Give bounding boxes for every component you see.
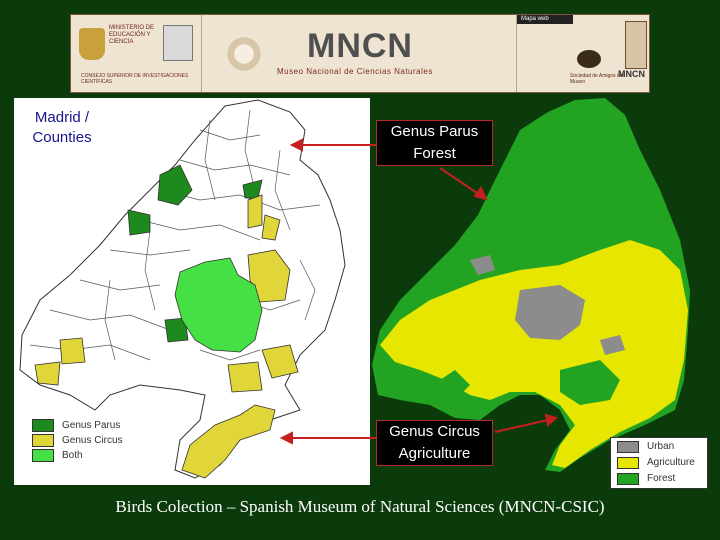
csic-seal-icon [163,25,193,61]
parus-title: Genus Parus [390,123,479,140]
legend-item: Urban [617,439,707,454]
legend-swatch [617,472,639,485]
spain-coat-of-arms-icon [79,28,105,60]
legend-swatch [617,456,639,469]
mncn-logo: MNCN [307,27,413,65]
legend-label: Forest [647,473,676,484]
legend-swatch [32,449,54,462]
circus-title: Genus Circus [389,423,480,440]
circus-agriculture-callout: Genus Circus Agriculture [376,420,493,466]
parus-forest-callout: Genus Parus Forest [376,120,493,166]
legend-item: Agriculture [617,455,707,470]
legend-item: Genus Parus [32,418,123,433]
county-legend: Genus Parus Genus Circus Both [32,418,123,463]
parus-habitat: Forest [413,145,456,162]
museum-ornament-icon [224,35,264,73]
county-divisions [29,109,321,361]
slide-caption: Birds Colection – Spanish Museum of Natu… [115,497,605,516]
landuse-map [372,98,690,472]
legend-swatch [32,419,54,432]
legend-item: Both [32,448,123,463]
parus-counties [127,164,263,343]
legend-swatch [32,434,54,447]
society-logo-icon [577,50,601,68]
museum-name: Museo Nacional de Ciencias Naturales [277,67,433,76]
society-text: Sociedad de Amigos del Museo [570,73,624,85]
legend-label: Agriculture [647,457,695,468]
legend-label: Urban [647,441,675,452]
museum-building-icon [625,21,647,69]
legend-item: Genus Circus [32,433,123,448]
legend-label: Genus Circus [62,435,123,446]
society-panel: Mapa web Sociedad de Amigos del Museo MN… [515,15,649,92]
legend-label: Both [62,450,83,461]
annotation-arrows [279,138,559,445]
legend-item: Forest [617,471,707,486]
ministry-text: MINISTERIO DE EDUCACIÓN Y CIENCIA [109,25,155,45]
government-logos: MINISTERIO DE EDUCACIÓN Y CIENCIA CONSEJ… [71,15,201,92]
legend-label: Genus Parus [62,420,121,431]
madrid-counties-label: Madrid / Counties [32,109,92,146]
circus-habitat: Agriculture [398,445,471,462]
mncn-small-logo: MNCN [618,69,645,79]
legend-swatch [617,440,639,453]
csic-text: CONSEJO SUPERIOR DE INVESTIGACIONES CIEN… [81,73,189,85]
mncn-logo-panel: MNCN Museo Nacional de Ciencias Naturale… [201,15,517,92]
both-counties [174,257,263,353]
mapa-web-link[interactable]: Mapa web [517,15,573,24]
landuse-legend: Urban Agriculture Forest [610,437,708,489]
header-banner: MINISTERIO DE EDUCACIÓN Y CIENCIA CONSEJ… [70,14,650,93]
circus-counties [34,194,299,479]
